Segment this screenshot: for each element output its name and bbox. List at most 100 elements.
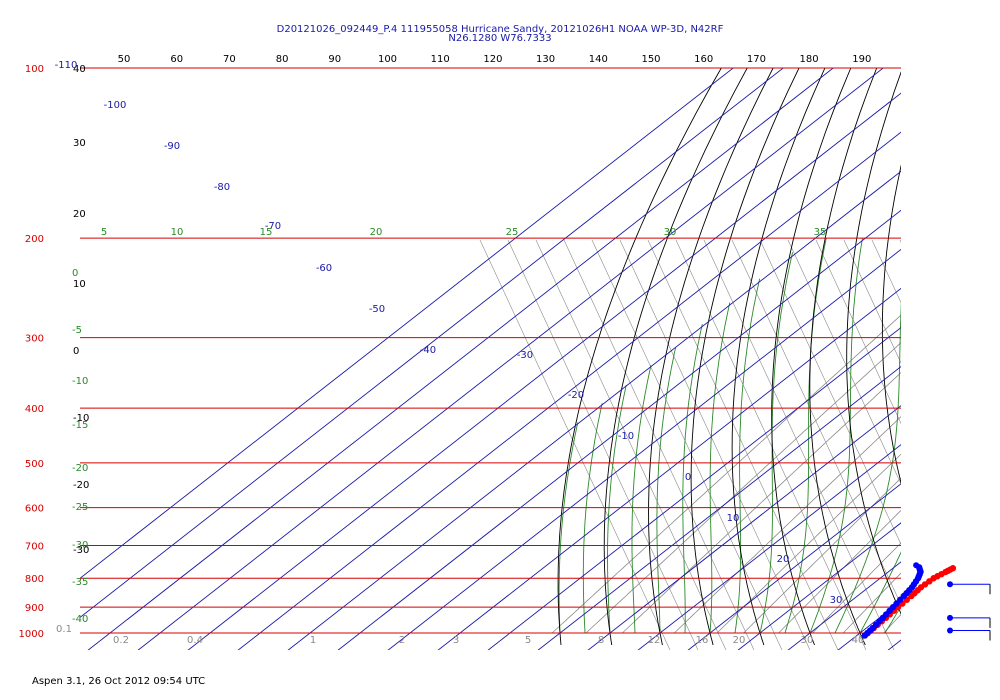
mixing-ratio-line bbox=[703, 239, 895, 650]
dry-adiabat bbox=[557, 68, 722, 646]
mixing-ratio-line bbox=[479, 239, 671, 650]
mixing-ratio-label: 30 bbox=[801, 635, 814, 646]
dewpoint-point bbox=[913, 562, 920, 569]
isotherm-line bbox=[587, 405, 901, 650]
top-tick-label: 140 bbox=[589, 54, 608, 65]
mixing-ratio-label: 2 bbox=[399, 635, 405, 646]
pressure-tick-label: 400 bbox=[25, 404, 44, 415]
mixing-ratio-label: 0.1 bbox=[56, 624, 72, 635]
isotherm-line bbox=[687, 483, 901, 650]
mixing-ratio-line bbox=[899, 239, 901, 243]
mixing-ratio-label: 12 bbox=[648, 635, 661, 646]
dry-adiabat-label: 40 bbox=[73, 64, 86, 75]
mixing-ratio-line bbox=[941, 238, 1000, 633]
top-tick-label: 110 bbox=[431, 54, 450, 65]
moist-adiabat-label: -35 bbox=[72, 577, 88, 588]
isotherm-line bbox=[487, 326, 901, 650]
dry-adiabat bbox=[771, 68, 852, 646]
temperature-point bbox=[949, 565, 956, 572]
mixing-ratio-label: 16 bbox=[696, 635, 709, 646]
mixing-ratio-label: 0.2 bbox=[113, 635, 129, 646]
chart-title: D20121026_092449_P.4 111955058 Hurricane… bbox=[276, 24, 724, 35]
isotherm-line bbox=[80, 68, 734, 579]
top-tick-label: 160 bbox=[694, 54, 713, 65]
isotherm-line bbox=[87, 68, 834, 650]
moist-adiabat-label: -40 bbox=[72, 614, 88, 625]
dry-adiabat-label: -20 bbox=[73, 480, 89, 491]
isotherm-line bbox=[931, 58, 1000, 656]
moist-adiabat bbox=[859, 551, 901, 634]
top-tick-label: 170 bbox=[747, 54, 766, 65]
dry-adiabat-label: 30 bbox=[73, 138, 86, 149]
isotherm-label: -90 bbox=[164, 141, 180, 152]
mixing-ratio-line bbox=[675, 239, 867, 650]
isotherm-label: -100 bbox=[104, 100, 127, 111]
dry-adiabat-label: -30 bbox=[73, 545, 89, 556]
isotherm-label: -70 bbox=[265, 221, 281, 232]
pressure-tick-label: 100 bbox=[25, 64, 44, 75]
isotherm-line bbox=[387, 248, 901, 650]
mixing-ratio-line bbox=[778, 509, 901, 634]
top-tick-label: 150 bbox=[641, 54, 660, 65]
mixing-ratio-line bbox=[563, 239, 755, 650]
moist-adiabat bbox=[734, 278, 761, 634]
mixing-ratio-line bbox=[535, 239, 727, 650]
plot-area bbox=[80, 68, 901, 650]
mixing-ratio-line bbox=[591, 239, 783, 650]
dry-adiabat bbox=[603, 68, 748, 646]
mixing-ratio-label: 1 bbox=[310, 635, 316, 646]
moist-top-label: 25 bbox=[506, 227, 519, 238]
moist-adiabat bbox=[558, 422, 579, 633]
mixing-ratio-line bbox=[842, 572, 901, 634]
mixing-ratio-line bbox=[619, 239, 811, 650]
mixing-ratio-line bbox=[647, 239, 839, 650]
moist-top-label: 10 bbox=[171, 227, 184, 238]
dry-adiabat bbox=[690, 68, 800, 646]
isotherm-line bbox=[187, 92, 901, 650]
moist-top-label: 5 bbox=[101, 227, 107, 238]
mixing-ratio-label: 40 bbox=[852, 635, 865, 646]
pressure-tick-label: 700 bbox=[25, 541, 44, 552]
isotherm-line bbox=[537, 366, 901, 650]
top-tick-label: 60 bbox=[170, 54, 183, 65]
moist-adiabat-label: -25 bbox=[72, 502, 88, 513]
top-tick-label: 70 bbox=[223, 54, 236, 65]
isotherm-label: 30 bbox=[830, 595, 843, 606]
top-tick-label: 120 bbox=[483, 54, 502, 65]
isotherm-label: -110 bbox=[55, 60, 78, 71]
dry-adiabat bbox=[917, 68, 1000, 645]
isotherm-line bbox=[287, 170, 901, 650]
isotherm-line bbox=[437, 287, 901, 650]
isotherm-label: -20 bbox=[568, 390, 584, 401]
moist-adiabat bbox=[631, 365, 652, 633]
mixing-ratio-label: 0.4 bbox=[187, 635, 203, 646]
pressure-tick-label: 200 bbox=[25, 234, 44, 245]
isotherm-label: -50 bbox=[369, 304, 385, 315]
moist-adiabat bbox=[709, 302, 731, 634]
mixing-ratio-line bbox=[815, 239, 901, 425]
moist-adiabat bbox=[910, 238, 1000, 633]
pressure-tick-label: 1000 bbox=[19, 629, 44, 640]
moist-top-label: 15 bbox=[260, 227, 273, 238]
moist-adiabat-label: -20 bbox=[72, 463, 88, 474]
dry-adiabat bbox=[881, 164, 901, 485]
pressure-tick-label: 300 bbox=[25, 334, 44, 345]
dry-adiabat bbox=[809, 68, 878, 646]
pressure-tick-label: 600 bbox=[25, 504, 44, 515]
moist-adiabat-label: -15 bbox=[72, 420, 88, 431]
top-tick-label: 100 bbox=[378, 54, 397, 65]
isotherm-label: -80 bbox=[214, 182, 230, 193]
isotherm-line bbox=[981, 58, 1000, 656]
moist-adiabat-label: -5 bbox=[72, 325, 82, 336]
isotherm-line bbox=[737, 522, 901, 650]
mixing-ratio-line bbox=[759, 239, 901, 545]
moist-top-label: 30 bbox=[664, 227, 677, 238]
top-tick-label: 80 bbox=[276, 54, 289, 65]
mixing-ratio-line bbox=[928, 240, 1000, 650]
isotherm-line bbox=[337, 209, 901, 650]
top-tick-label: 180 bbox=[800, 54, 819, 65]
dry-adiabat bbox=[950, 68, 1000, 645]
mixing-ratio-label: 5 bbox=[525, 635, 531, 646]
isotherm-line bbox=[637, 444, 901, 650]
